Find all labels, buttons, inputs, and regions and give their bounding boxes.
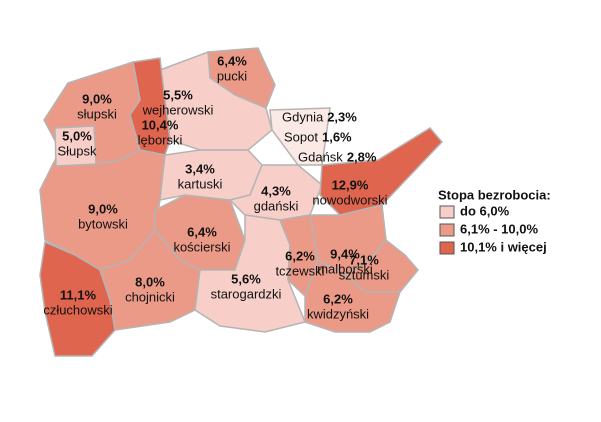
legend-swatch — [439, 241, 455, 255]
city-value: 2,3% — [327, 109, 357, 124]
region-value: 11,1% — [60, 287, 97, 302]
city-name: Gdańsk — [298, 149, 343, 164]
region-value: 3,4% — [185, 161, 215, 176]
region-value: 4,3% — [261, 183, 291, 198]
region-name: malborski — [317, 261, 373, 276]
region — [54, 125, 97, 167]
region-value: 6,4% — [217, 53, 247, 68]
region-name: nowodworski — [312, 192, 387, 207]
region-value: 5,0% — [62, 128, 92, 143]
city-name: Gdynia — [282, 109, 324, 124]
region — [319, 127, 444, 216]
region-value: 5,5% — [163, 87, 193, 102]
city-value: 1,6% — [322, 129, 352, 144]
region-name: pucki — [217, 68, 247, 83]
region-name: lęborski — [138, 132, 183, 147]
region-name: kartuski — [178, 176, 223, 191]
city-name: Sopot — [284, 129, 318, 144]
region-name: człuchowski — [43, 302, 112, 317]
legend-swatch — [439, 223, 455, 237]
legend-title: Stopa bezrobocia: — [438, 187, 551, 202]
legend-label: 10,1% i więcej — [460, 239, 547, 254]
region-name: gdański — [254, 198, 299, 213]
region — [194, 214, 307, 333]
region-name: bytowski — [78, 216, 128, 231]
region-value: 8,0% — [135, 274, 165, 289]
region-value: 12,9% — [332, 177, 369, 192]
region-name: Słupsk — [57, 143, 97, 158]
legend-label: 6,1% - 10,0% — [460, 221, 538, 236]
region-name: słupski — [77, 106, 117, 121]
region-name: starogardzki — [211, 286, 282, 301]
regions — [39, 47, 444, 357]
region-name: kwidzyński — [307, 306, 369, 321]
legend-label: do 6,0% — [460, 203, 510, 218]
region-name: sztumski — [339, 267, 390, 282]
region-name: chojnicki — [125, 289, 175, 304]
region-value: 7,1% — [349, 252, 379, 267]
region-value: 9,0% — [88, 201, 118, 216]
region-name: kościerski — [173, 239, 230, 254]
region-value: 10,4% — [142, 117, 179, 132]
region-value: 6,4% — [187, 224, 217, 239]
city-area — [269, 107, 331, 166]
region-value: 9,4% — [330, 246, 360, 261]
region-value: 6,2% — [323, 291, 353, 306]
region — [39, 240, 116, 357]
legend-swatch — [439, 205, 455, 219]
region-name: wejherowski — [142, 102, 214, 117]
region — [304, 258, 402, 333]
region-value: 6,2% — [285, 248, 315, 263]
city-value: 2,8% — [347, 149, 377, 164]
region-value: 5,6% — [231, 271, 261, 286]
region-name: tczewski — [275, 263, 324, 278]
region-value: 9,0% — [82, 91, 112, 106]
